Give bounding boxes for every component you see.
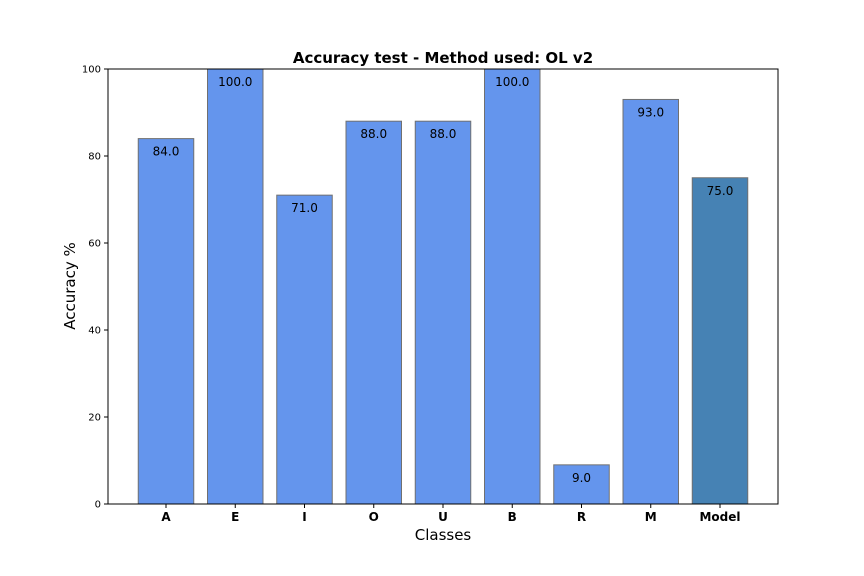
bar-r	[553, 464, 610, 505]
data-label-i: 71.0	[291, 201, 318, 215]
bar-m	[622, 98, 679, 505]
bar-b	[484, 68, 541, 505]
x-tick-label-o: O	[369, 510, 379, 524]
y-tick-label: 100	[82, 65, 101, 76]
y-tick-label: 40	[88, 326, 101, 337]
bar-u	[414, 120, 472, 505]
data-label-r: 9.0	[572, 471, 591, 485]
data-label-o: 88.0	[360, 127, 387, 141]
x-tick-label-m: M	[645, 510, 657, 524]
plot-area: 0 20 40 60 80 100 84.0 A 100.0 E 71.0 I 88.0 O 88.0 U 10…	[82, 65, 749, 524]
data-label-e: 100.0	[218, 75, 252, 89]
x-tick-label-a: A	[161, 510, 171, 524]
bar-i	[276, 194, 333, 505]
bar-a	[137, 138, 195, 505]
y-tick-label: 20	[88, 413, 101, 424]
x-tick-label-e: E	[231, 510, 239, 524]
data-label-b: 100.0	[495, 75, 529, 89]
x-tick-label-r: R	[577, 510, 586, 524]
data-label-u: 88.0	[430, 127, 457, 141]
chart-title: Accuracy test - Method used: OL v2	[293, 49, 593, 67]
bar-e	[207, 68, 264, 505]
x-tick-label-u: U	[438, 510, 448, 524]
data-label-model: 75.0	[707, 184, 734, 198]
data-label-m: 93.0	[637, 105, 664, 119]
y-axis-label: Accuracy %	[61, 242, 79, 330]
x-tick-label-model: Model	[699, 510, 740, 524]
x-tick-label-b: B	[508, 510, 517, 524]
data-label-a: 84.0	[153, 145, 180, 159]
bar-model	[691, 177, 749, 505]
bar-o	[345, 120, 402, 505]
x-axis-label: Classes	[415, 526, 472, 544]
y-tick-label: 0	[95, 500, 101, 511]
y-tick-label: 80	[88, 152, 101, 163]
y-tick-label: 60	[88, 239, 101, 250]
x-tick-label-i: I	[302, 510, 306, 524]
axes-frame	[107, 68, 779, 505]
